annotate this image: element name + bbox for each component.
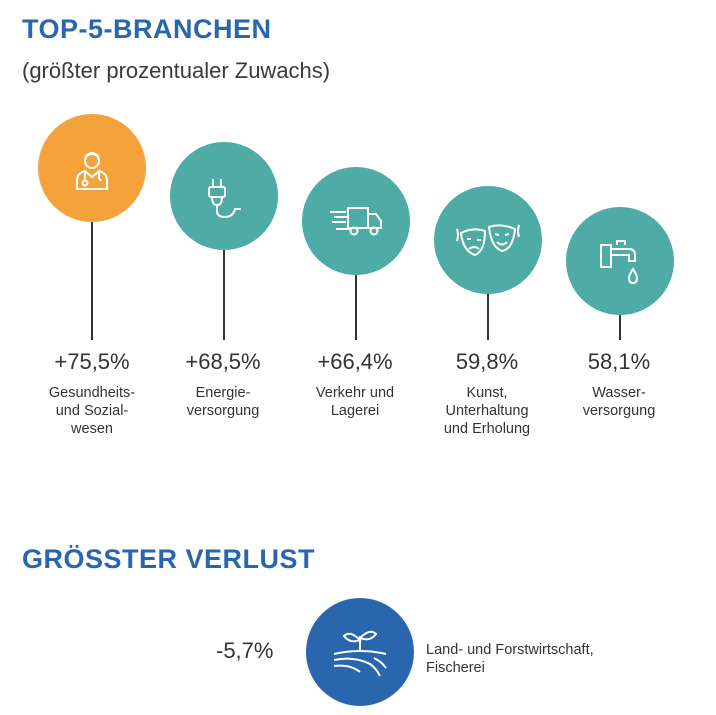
connector-line xyxy=(223,250,225,340)
connector-line xyxy=(619,315,621,340)
loss-circle xyxy=(306,598,414,706)
doctor-icon xyxy=(76,152,108,190)
branch-value: +75,5% xyxy=(54,349,130,374)
top5-heading: TOP-5-BRANCHEN xyxy=(22,14,272,44)
branch-value: 58,1% xyxy=(587,349,651,374)
loss-value: -5,7% xyxy=(216,638,274,663)
branch-label: Wasser-versorgung xyxy=(582,385,656,419)
plug-icon xyxy=(208,179,241,219)
branch-value: 59,8% xyxy=(455,349,519,374)
branch-circle-transport xyxy=(302,167,410,275)
branch-circle-water xyxy=(566,207,674,315)
branch-label: Gesundheits-und Sozial-wesen xyxy=(48,385,136,437)
sprout-field-icon xyxy=(333,630,387,677)
theater-masks-icon xyxy=(456,224,520,257)
branch-label: Energie-versorgung xyxy=(186,385,260,419)
branch-circle-health xyxy=(38,114,146,222)
branch-label: Kunst, Unterhaltung und Erholung xyxy=(443,385,531,437)
loss-heading: GRÖSSTER VERLUST xyxy=(22,544,316,574)
truck-icon xyxy=(330,207,382,236)
branch-label: Verkehr und Lagerei xyxy=(315,385,395,419)
faucet-icon xyxy=(600,240,639,285)
connector-line xyxy=(91,222,93,340)
connector-line xyxy=(487,294,489,340)
branch-circle-energy xyxy=(170,142,278,250)
connector-line xyxy=(355,275,357,340)
branch-value: +66,4% xyxy=(317,349,393,374)
top5-subheading: (größter prozentualer Zuwachs) xyxy=(22,58,331,83)
loss-label: Land- und Forstwirtschaft, Fischerei xyxy=(426,642,594,676)
branch-value: +68,5% xyxy=(185,349,261,374)
branch-circle-arts xyxy=(434,186,542,294)
